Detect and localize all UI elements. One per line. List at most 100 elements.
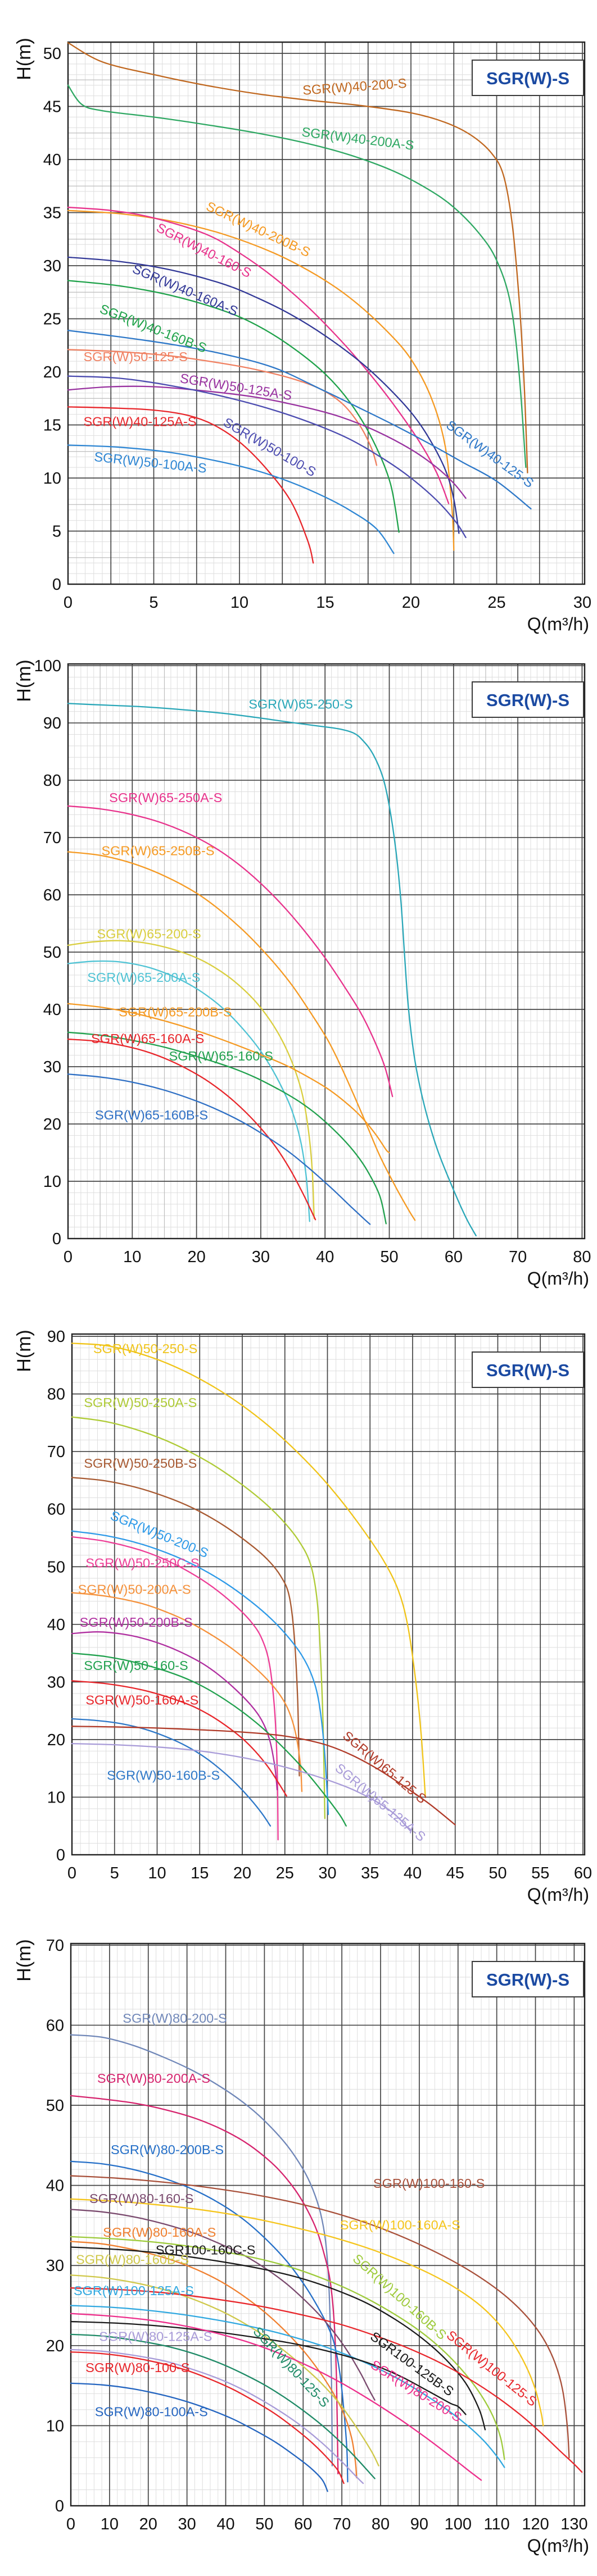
curve-label-SGR(W)80-200-S: SGR(W)80-200-S [123, 2011, 227, 2026]
chart-1-x-tick-0: 0 [64, 594, 73, 612]
chart-2-x-tick-0: 0 [64, 1248, 73, 1266]
curve-SGR100-160C-S [70, 2246, 486, 2431]
chart-4-y-tick-0: 0 [55, 2497, 64, 2515]
chart-2-y-tick-60: 60 [43, 886, 61, 904]
chart-2-y-tick-90: 90 [43, 714, 61, 732]
chart-1-title: SGR(W)-S [486, 69, 569, 88]
chart-3-y-tick-40: 40 [47, 1616, 65, 1634]
chart-3-x-tick-60: 60 [574, 1864, 592, 1882]
chart-1-y-tick-10: 10 [43, 470, 61, 488]
chart-3-title: SGR(W)-S [486, 1360, 569, 1380]
curve-label-SGR(W)65-160-S: SGR(W)65-160-S [169, 1049, 273, 1063]
chart-2-plot-border [67, 663, 586, 1240]
chart-4-y-tick-70: 70 [46, 1937, 64, 1955]
chart-4-y-axis-label: H(m) [13, 1939, 35, 1982]
chart-3-y-tick-80: 80 [47, 1386, 65, 1404]
chart-3-x-tick-15: 15 [191, 1864, 209, 1882]
curve-label-SGR(W)65-200-S: SGR(W)65-200-S [97, 927, 201, 941]
curve-label-SGR(W)40-200-S: SGR(W)40-200-S [302, 76, 407, 98]
chart-3-x-axis-label: Q(m³/h) [527, 1885, 589, 1905]
chart-3-x-tick-50: 50 [489, 1864, 506, 1882]
chart-4-x-tick-40: 40 [216, 2515, 234, 2533]
curve-SGR(W)50-250-S [71, 1342, 426, 1798]
curve-SGR(W)50-125A-S [67, 385, 467, 499]
curve-SGR(W)50-200B-S [71, 1631, 278, 1791]
chart-4-y-tick-40: 40 [46, 2177, 64, 2195]
chart-4-x-tick-90: 90 [410, 2515, 428, 2533]
chart-4-x-tick-10: 10 [101, 2515, 119, 2533]
curve-label-SGR(W)65-250-S: SGR(W)65-250-S [248, 697, 352, 712]
chart-4-title-box [472, 1961, 584, 1997]
chart-4-y-tick-20: 20 [46, 2337, 64, 2355]
chart-2-y-tick-40: 40 [43, 1001, 61, 1019]
chart-2-x-axis-label: Q(m³/h) [527, 1268, 589, 1289]
chart-3-grid [72, 1334, 585, 1855]
curve-SGR(W)50-200-S [71, 1530, 329, 1815]
chart-1-x-axis-label: Q(m³/h) [527, 614, 589, 634]
chart-1-x-tick-5: 5 [149, 594, 158, 612]
chart-4-title: SGR(W)-S [486, 1970, 569, 1990]
chart-4-x-tick-130: 130 [560, 2515, 587, 2533]
chart-2-x-tick-40: 40 [316, 1248, 334, 1266]
curve-SGR(W)100-160B-S [70, 2236, 505, 2460]
chart-2-x-tick-60: 60 [445, 1248, 463, 1266]
curve-SGR(W)50-200A-S [71, 1592, 303, 1792]
chart-1-y-axis-label: H(m) [13, 38, 35, 80]
curve-SGR(W)80-125A-S [70, 2349, 364, 2484]
chart-3-y-tick-0: 0 [56, 1846, 65, 1864]
curve-SGR(W)100-160-S [70, 2175, 570, 2459]
curve-label-SGR(W)50-100-S: SGR(W)50-100-S [221, 415, 319, 479]
curve-SGR(W)65-125A-S [71, 1742, 411, 1832]
curve-SGR(W)40-125-S [67, 330, 532, 509]
chart-1-x-tick-10: 10 [230, 594, 248, 612]
chart-1-x-tick-25: 25 [487, 594, 505, 612]
chart-4-x-tick-80: 80 [372, 2515, 390, 2533]
chart-1-y-tick-40: 40 [43, 151, 61, 169]
chart-2-x-tick-20: 20 [187, 1248, 205, 1266]
chart-2-x-tick-50: 50 [380, 1248, 398, 1266]
chart-4-y-tick-30: 30 [46, 2257, 64, 2275]
chart-3-y-tick-70: 70 [47, 1443, 65, 1461]
chart-2-title: SGR(W)-S [486, 690, 569, 710]
curve-SGR100-125B-S [70, 2320, 467, 2415]
curve-SGR(W)50-250B-S [71, 1477, 300, 1777]
chart-3-y-tick-90: 90 [47, 1328, 65, 1346]
chart-3-y-axis-label: H(m) [13, 1330, 35, 1372]
chart-3-x-tick-5: 5 [110, 1864, 119, 1882]
curve-SGR(W)65-160B-S [67, 1073, 371, 1225]
chart-1-title-box [472, 60, 584, 96]
chart-3-x-tick-35: 35 [361, 1864, 379, 1882]
chart-4-y-tick-10: 10 [46, 2417, 64, 2435]
chart-1-y-tick-20: 20 [43, 363, 61, 381]
chart-1-y-tick-0: 0 [52, 576, 61, 594]
chart-3-x-tick-45: 45 [446, 1864, 464, 1882]
chart-1-y-tick-25: 25 [43, 311, 61, 329]
curve-label-SGR(W)100-160-S: SGR(W)100-160-S [373, 2176, 485, 2191]
chart-2-y-tick-50: 50 [43, 944, 61, 962]
curve-SGR(W)80-200-S [70, 2313, 482, 2481]
chart-4: SGR(W)80-200-S SGR(W)80-200A-S SGR(W)80-20… [13, 1937, 589, 2556]
chart-3-x-tick-10: 10 [148, 1864, 166, 1882]
curve-SGR(W)100-160A-S [70, 2198, 544, 2427]
curve-SGR(W)65-250-S [67, 703, 477, 1237]
curve-SGR(W)65-250A-S [67, 805, 394, 1098]
chart-4-y-tick-50: 50 [46, 2097, 64, 2115]
curve-label-SGR(W)80-200A-S: SGR(W)80-200A-S [97, 2071, 210, 2086]
chart-2-y-tick-100: 100 [34, 657, 61, 675]
curve-SGR(W)40-200-S [67, 42, 528, 474]
curve-SGR(W)80-200B-S [70, 2160, 349, 2483]
chart-4-y-tick-60: 60 [46, 2017, 64, 2035]
chart-3-y-tick-30: 30 [47, 1673, 65, 1691]
chart-4-x-tick-20: 20 [139, 2515, 157, 2533]
chart-1-y-tick-15: 15 [43, 417, 61, 435]
chart-1-plot-border [67, 41, 586, 585]
curve-label-SGR(W)50-160B-S: SGR(W)50-160B-S [107, 1768, 220, 1783]
chart-2-y-tick-0: 0 [52, 1230, 61, 1248]
curve-SGR(W)50-100-S [67, 375, 467, 538]
chart-1-x-tick-15: 15 [316, 594, 334, 612]
curve-label-SGR(W)50-250A-S: SGR(W)50-250A-S [84, 1395, 197, 1410]
curve-label-SGR(W)50-160A-S: SGR(W)50-160A-S [85, 1692, 198, 1707]
curve-SGR(W)40-200B-S [67, 210, 455, 551]
